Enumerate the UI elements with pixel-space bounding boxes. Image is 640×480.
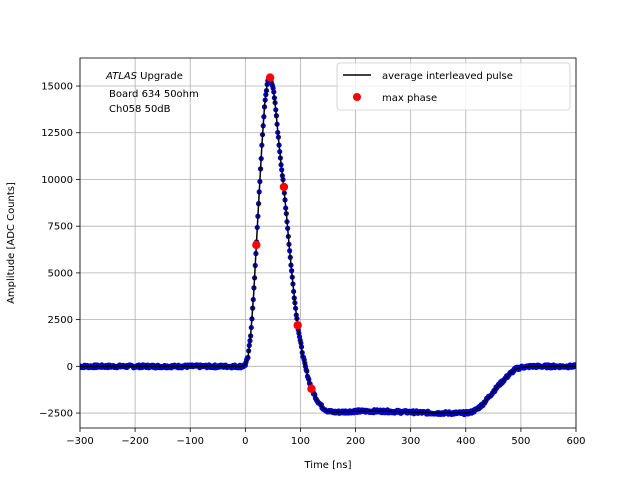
- y-tick-label: 10000: [41, 175, 73, 186]
- y-tick-label: 7500: [48, 222, 73, 233]
- annotation-line3: Ch058 50dB: [109, 104, 171, 115]
- y-tick-label: 2500: [48, 315, 73, 326]
- x-tick-label: 300: [401, 436, 420, 447]
- x-axis-label: Time [ns]: [303, 460, 351, 471]
- x-axis-ticks: −300 −200 −100 0 100 200 300 400 500 600: [66, 428, 586, 447]
- annotation-block: ATLAS Upgrade Board 634 50ohm Ch058 50dB: [105, 71, 199, 115]
- legend-box: [336, 62, 571, 111]
- annotation-experiment: ATLAS: [105, 71, 138, 82]
- x-tick-label: 500: [511, 436, 530, 447]
- x-tick-label: 0: [242, 436, 248, 447]
- x-tick-label: 200: [346, 436, 365, 447]
- x-tick-label: 600: [566, 436, 585, 447]
- x-tick-label: 100: [291, 436, 310, 447]
- average-pulse-line: [80, 75, 576, 414]
- legend-label-average: average interleaved pulse: [382, 71, 513, 82]
- annotation-line1: ATLAS Upgrade: [105, 71, 183, 82]
- y-axis-ticks: −2500 0 2500 5000 7500 10000 12500 15000: [39, 82, 80, 420]
- plot-frame: [79, 57, 577, 429]
- annotation-line2: Board 634 50ohm: [109, 89, 199, 100]
- max-phase-point: [279, 182, 289, 192]
- x-tick-label: −300: [66, 436, 93, 447]
- legend-label-max-phase: max phase: [382, 93, 437, 104]
- y-tick-label: 15000: [41, 82, 73, 93]
- max-phase-point: [307, 384, 316, 393]
- max-phase-point: [265, 73, 275, 82]
- legend: average interleaved pulse max phase: [336, 62, 571, 111]
- x-tick-label: −200: [121, 436, 148, 447]
- max-phase-point: [293, 321, 302, 330]
- max-phase-points: [252, 73, 316, 393]
- y-tick-label: −2500: [39, 409, 73, 420]
- x-tick-label: 400: [456, 436, 475, 447]
- x-tick-label: −100: [176, 436, 203, 447]
- y-tick-label: 5000: [48, 268, 73, 279]
- legend-marker-max-phase: [353, 93, 361, 101]
- y-tick-label: 0: [67, 362, 73, 373]
- y-tick-label: 12500: [41, 128, 73, 139]
- max-phase-point: [252, 240, 261, 250]
- y-axis-label: Amplitude [ADC Counts]: [6, 182, 17, 304]
- annotation-experiment-suffix: Upgrade: [137, 71, 183, 82]
- plot-area: [80, 73, 576, 418]
